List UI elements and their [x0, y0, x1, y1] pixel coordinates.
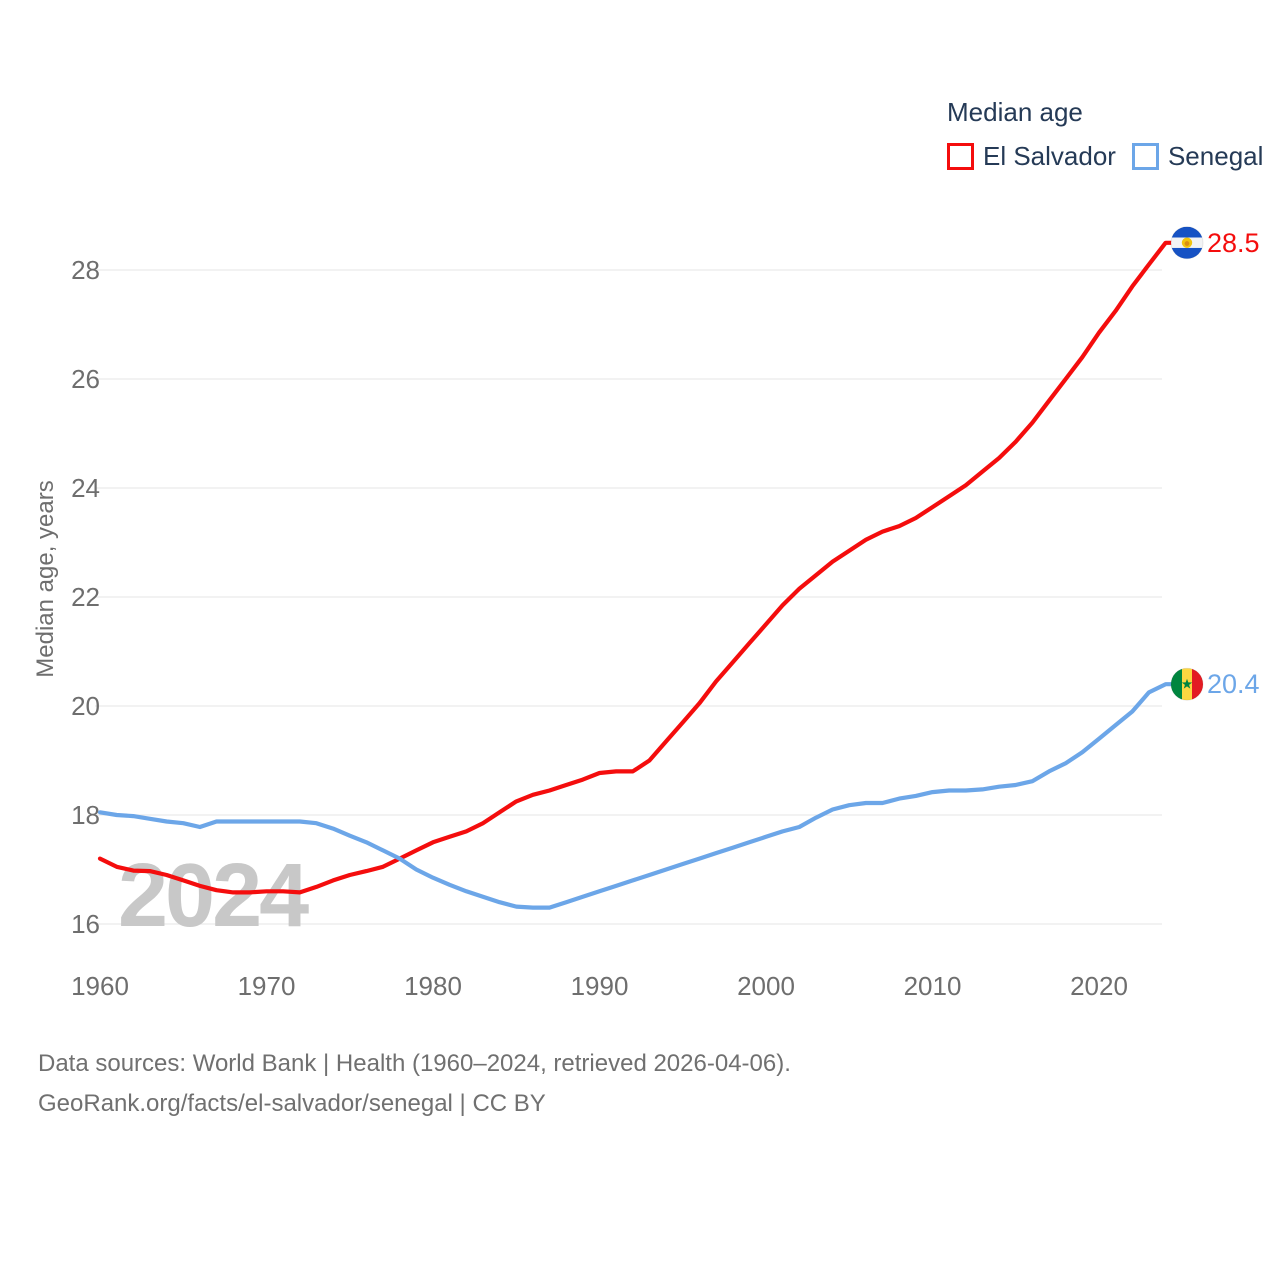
senegal-end-value: 20.4 — [1207, 669, 1260, 699]
y-tick-18: 18 — [71, 800, 100, 830]
footer-attribution: GeoRank.org/facts/el-salvador/senegal | … — [38, 1090, 546, 1117]
legend-title: Median age — [947, 97, 1083, 127]
el-salvador-end-value: 28.5 — [1207, 228, 1260, 258]
y-tick-28: 28 — [71, 255, 100, 285]
footer-data-sources: Data sources: World Bank | Health (1960–… — [38, 1050, 791, 1077]
y-tick-24: 24 — [71, 473, 100, 503]
el-salvador-flag-icon — [1170, 226, 1204, 260]
x-tick-1980: 1980 — [404, 971, 462, 1001]
x-tick-1990: 1990 — [571, 971, 629, 1001]
senegal-line[interactable] — [97, 682, 1174, 910]
legend-label-el-salvador: El Salvador — [983, 141, 1116, 171]
median-age-line-chart: 16 18 20 22 24 26 28 1960 1970 1980 1990 2000 2010 20… — [71, 226, 1260, 1001]
el-salvador-line[interactable] — [97, 240, 1174, 895]
legend: Median age El Salvador Senegal — [947, 97, 1263, 172]
y-tick-20: 20 — [71, 691, 100, 721]
el-salvador-swatch — [947, 143, 974, 170]
senegal-swatch — [1131, 143, 1159, 170]
x-tick-2010: 2010 — [904, 971, 962, 1001]
legend-item-senegal[interactable]: Senegal — [1131, 141, 1264, 172]
x-tick-2000: 2000 — [737, 971, 795, 1001]
legend-label-senegal: Senegal — [1167, 141, 1264, 171]
y-tick-26: 26 — [71, 364, 100, 394]
y-tick-22: 22 — [71, 582, 100, 612]
footer: Data sources: World Bank | Health (1960–… — [38, 1044, 791, 1124]
legend-rows: El Salvador Senegal — [947, 141, 1263, 172]
senegal-flag-icon — [1170, 667, 1204, 701]
x-tick-1970: 1970 — [238, 971, 296, 1001]
x-tick-2020: 2020 — [1070, 971, 1128, 1001]
x-tick-1960: 1960 — [71, 971, 129, 1001]
y-tick-16: 16 — [71, 909, 100, 939]
year-watermark: 2024 — [118, 846, 309, 946]
legend-item-el-salvador[interactable]: El Salvador — [947, 141, 1116, 172]
